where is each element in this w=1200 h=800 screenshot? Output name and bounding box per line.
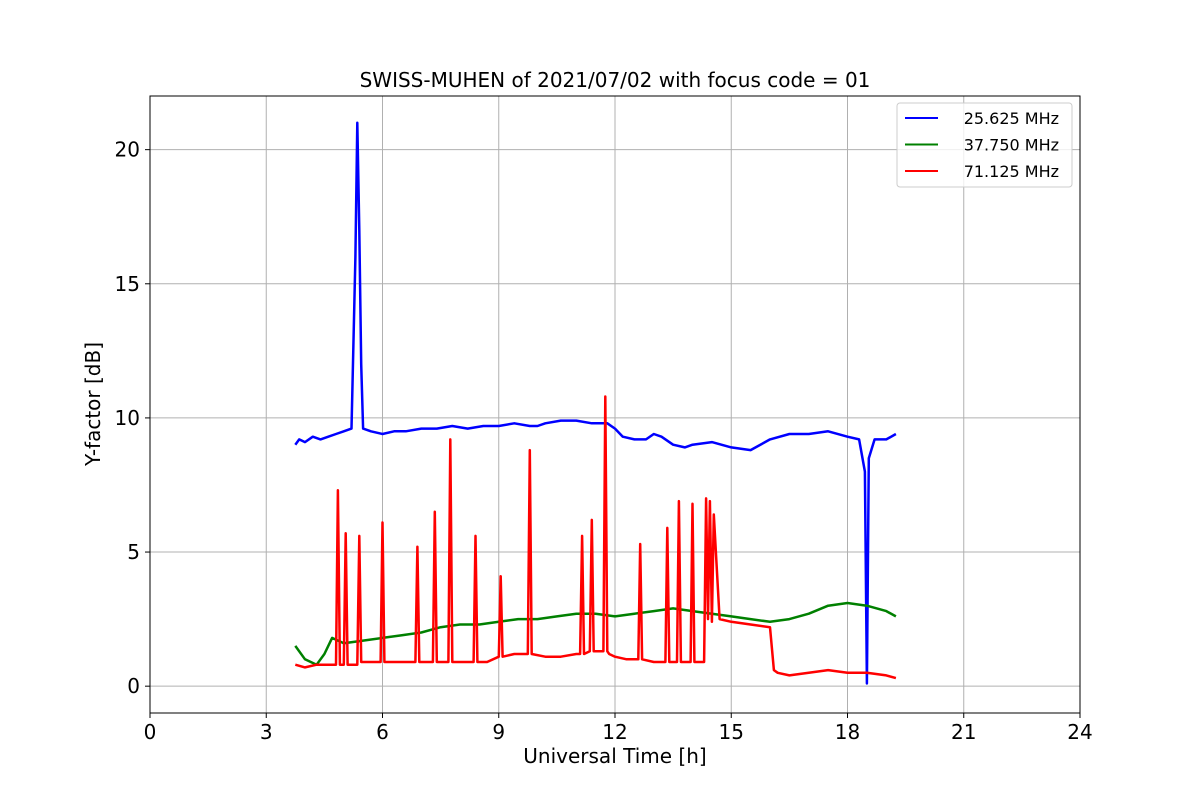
- x-axis-ticks: 0 3 6 9 12 15 18 21 24: [144, 713, 1093, 744]
- y-tick-label: 10: [115, 406, 140, 430]
- x-tick-label: 15: [719, 720, 744, 744]
- y-tick-label: 20: [115, 138, 140, 162]
- chart-title: SWISS-MUHEN of 2021/07/02 with focus cod…: [360, 68, 871, 92]
- y-tick-label: 0: [127, 674, 140, 698]
- legend-box: [896, 102, 1073, 188]
- series-line-71-125-mhz: [294, 395, 897, 680]
- y-tick-label: 5: [127, 540, 140, 564]
- legend-label: 71.125 MHz: [964, 162, 1059, 181]
- y-axis-ticks: 0 5 10 15 20: [115, 138, 150, 698]
- x-axis-label: Universal Time [h]: [523, 744, 706, 768]
- x-tick-label: 21: [951, 720, 976, 744]
- x-tick-label: 18: [835, 720, 860, 744]
- plot-series: [294, 121, 897, 685]
- x-tick-label: 12: [602, 720, 627, 744]
- legend-label: 25.625 MHz: [964, 109, 1059, 128]
- legend-label: 37.750 MHz: [964, 136, 1059, 155]
- x-tick-label: 0: [144, 720, 157, 744]
- grid-lines: [149, 96, 1081, 713]
- x-tick-label: 6: [376, 720, 389, 744]
- legend: 25.625 MHz 37.750 MHz 71.125 MHz: [896, 102, 1073, 188]
- y-axis-label: Y-factor [dB]: [81, 342, 105, 467]
- y-tick-label: 15: [115, 272, 140, 296]
- x-tick-label: 24: [1067, 720, 1092, 744]
- series-line-25-625-mhz: [294, 121, 897, 685]
- x-tick-label: 9: [492, 720, 505, 744]
- x-tick-label: 3: [260, 720, 273, 744]
